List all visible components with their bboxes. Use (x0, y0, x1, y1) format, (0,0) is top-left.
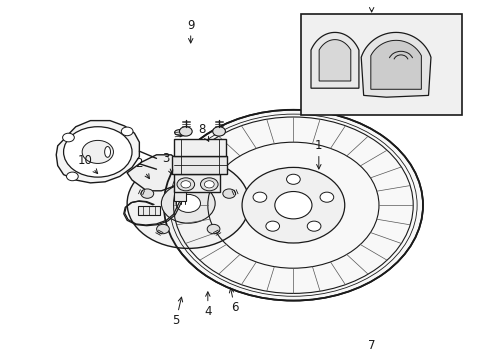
Circle shape (253, 192, 266, 202)
Circle shape (319, 192, 333, 202)
Circle shape (62, 133, 74, 142)
Circle shape (141, 189, 153, 198)
Text: 8: 8 (198, 123, 208, 141)
Circle shape (179, 127, 192, 136)
Circle shape (161, 184, 215, 223)
Circle shape (177, 178, 194, 191)
Circle shape (63, 127, 132, 177)
Polygon shape (361, 32, 430, 97)
Circle shape (156, 224, 169, 234)
Circle shape (306, 221, 320, 231)
Polygon shape (173, 174, 220, 192)
Bar (138, 206, 160, 215)
Circle shape (163, 110, 422, 301)
Circle shape (127, 158, 249, 248)
Circle shape (176, 194, 200, 212)
Circle shape (181, 181, 190, 188)
Text: 10: 10 (78, 154, 98, 174)
Circle shape (121, 127, 133, 136)
Text: 1: 1 (314, 139, 322, 169)
Circle shape (242, 167, 344, 243)
Circle shape (204, 181, 214, 188)
Polygon shape (173, 139, 225, 156)
Circle shape (82, 140, 113, 163)
Ellipse shape (174, 130, 185, 135)
Bar (300, 14, 461, 115)
Text: 6: 6 (229, 288, 238, 314)
Circle shape (274, 192, 311, 219)
Ellipse shape (104, 147, 110, 157)
Circle shape (223, 189, 235, 198)
Text: 7: 7 (367, 339, 375, 352)
Polygon shape (56, 121, 139, 183)
Text: 2: 2 (135, 157, 149, 179)
Circle shape (207, 224, 220, 234)
Circle shape (200, 178, 218, 191)
Polygon shape (310, 32, 358, 88)
Text: 4: 4 (203, 292, 211, 318)
Bar (174, 190, 185, 201)
Circle shape (212, 127, 225, 136)
Polygon shape (172, 156, 227, 174)
Text: 5: 5 (172, 297, 183, 327)
Text: 9: 9 (186, 19, 194, 43)
Circle shape (66, 172, 78, 181)
Polygon shape (127, 155, 185, 191)
Polygon shape (319, 40, 350, 81)
Text: 3: 3 (162, 152, 172, 175)
Circle shape (265, 221, 279, 231)
Circle shape (286, 174, 300, 184)
Circle shape (182, 167, 194, 176)
Polygon shape (370, 40, 421, 89)
